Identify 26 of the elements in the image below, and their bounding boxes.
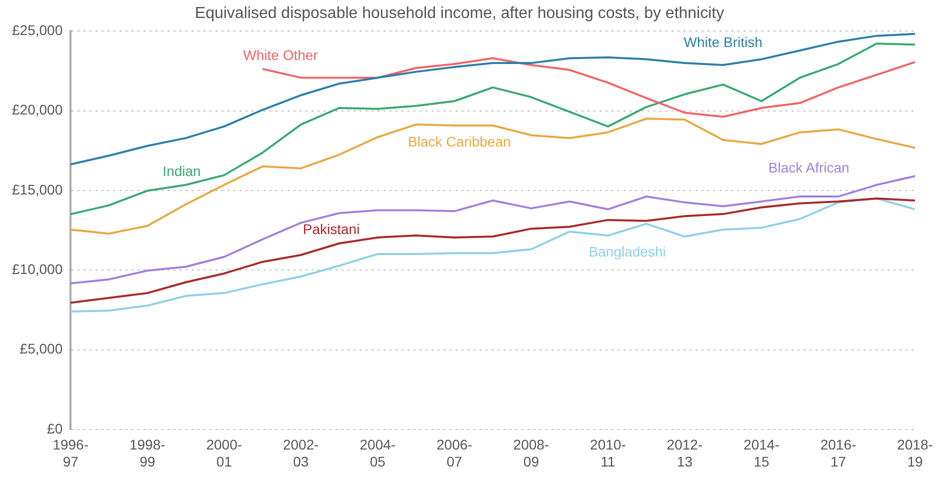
x-tick-label: 2000-01 (206, 436, 242, 470)
x-tick-label: 2014-15 (744, 436, 780, 470)
x-tick-label: 2002-03 (282, 436, 320, 470)
x-tick-label: 2016-17 (820, 436, 856, 470)
y-tick-label: £0 (47, 420, 63, 436)
series-label: Indian (162, 162, 201, 179)
x-tick-label: 2012-13 (666, 436, 703, 470)
x-tick-label: 1996-97 (52, 436, 89, 470)
series-label: Black Caribbean (408, 133, 511, 150)
x-tick-label: 2008-09 (513, 436, 550, 470)
y-tick-label: £5,000 (20, 340, 63, 357)
series-label: Bangladeshi (588, 244, 666, 260)
y-tick-label: £15,000 (12, 181, 63, 198)
y-tick-label: £10,000 (12, 260, 63, 277)
series-label: Black African (768, 159, 850, 176)
series-label: White Other (243, 46, 318, 63)
series-label: Pakistani (302, 221, 360, 238)
x-tick-label: 2010-11 (590, 436, 626, 470)
x-tick-label: 2004-05 (360, 436, 396, 470)
y-tick-label: £25,000 (12, 22, 63, 38)
x-tick-label: 2018-19 (897, 436, 934, 470)
series-label: White British (684, 34, 762, 50)
x-tick-label: 1998-99 (129, 436, 166, 470)
y-tick-label: £20,000 (12, 102, 63, 118)
chart-title: Equivalised disposable household income, after housing costs, by ethnicity (194, 5, 724, 22)
x-tick-label: 2006-07 (436, 436, 473, 470)
